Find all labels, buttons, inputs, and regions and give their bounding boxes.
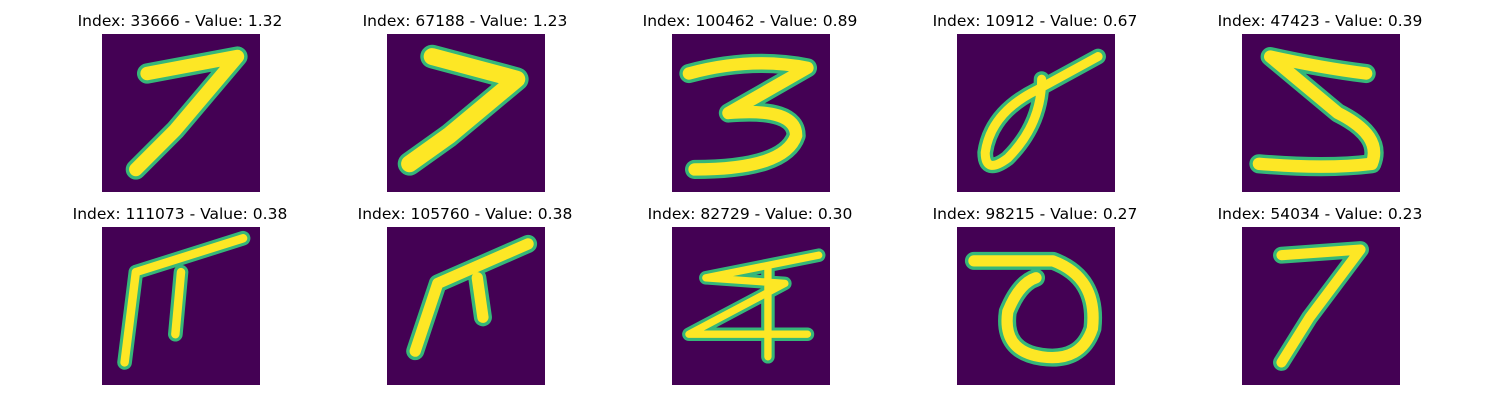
digit-image xyxy=(387,227,545,385)
panel-title: Index: 111073 - Value: 0.38 xyxy=(72,205,288,223)
digit-image xyxy=(957,34,1115,192)
panel-title: Index: 47423 - Value: 0.39 xyxy=(1217,12,1423,30)
digit-image xyxy=(672,227,830,385)
panel-title: Index: 10912 - Value: 0.67 xyxy=(932,12,1138,30)
panel-title: Index: 98215 - Value: 0.27 xyxy=(932,205,1138,223)
digit-7-icon xyxy=(1273,241,1369,371)
digit-image xyxy=(1242,227,1400,385)
panel-title: Index: 82729 - Value: 0.30 xyxy=(647,205,853,223)
digit-0-icon xyxy=(964,251,1103,367)
digit-2-icon xyxy=(682,248,826,364)
digit-7-icon xyxy=(406,234,538,361)
digit-7-icon xyxy=(125,46,248,180)
digit-7-icon xyxy=(117,230,251,370)
panel-title: Index: 54034 - Value: 0.23 xyxy=(1217,205,1423,223)
panel-title: Index: 33666 - Value: 1.32 xyxy=(77,12,283,30)
digit-5-icon xyxy=(1249,46,1384,177)
panel-title: Index: 105760 - Value: 0.38 xyxy=(357,205,573,223)
digit-3-icon xyxy=(679,53,818,180)
digit-image xyxy=(672,34,830,192)
digit-7-icon xyxy=(397,44,529,176)
digit-image xyxy=(387,34,545,192)
digit-image xyxy=(1242,34,1400,192)
panel-title: Index: 67188 - Value: 1.23 xyxy=(362,12,568,30)
digit-image xyxy=(957,227,1115,385)
digit-image xyxy=(102,227,260,385)
panel-title: Index: 100462 - Value: 0.89 xyxy=(642,12,858,30)
digit-image xyxy=(102,34,260,192)
digit-0-icon xyxy=(977,48,1106,174)
